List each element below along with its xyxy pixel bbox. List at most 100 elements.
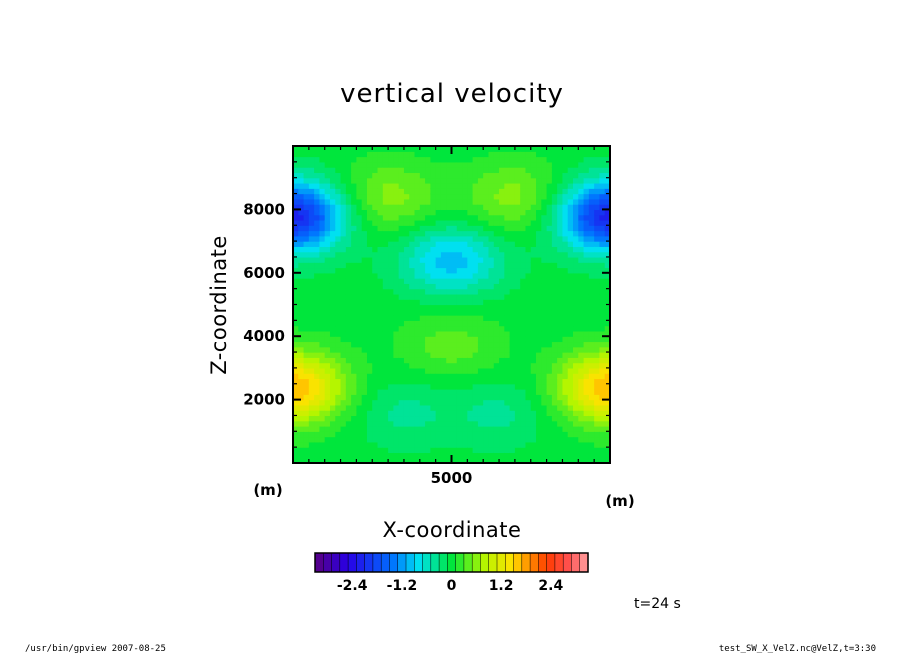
heatmap-cell [536, 362, 542, 369]
heatmap-cell [557, 204, 564, 210]
heatmap-cell [366, 336, 373, 343]
heatmap-cell [324, 251, 331, 258]
heatmap-cell [351, 188, 357, 195]
heatmap-cell [557, 315, 564, 321]
heatmap-cell [293, 362, 299, 369]
heatmap-cell [488, 373, 495, 380]
heatmap-cell [440, 246, 447, 253]
heatmap-cell [456, 357, 463, 364]
heatmap-cell [525, 219, 532, 226]
heatmap-cell [594, 146, 601, 152]
heatmap-cell [604, 320, 610, 327]
heatmap-cell [462, 262, 468, 269]
heatmap-cell [366, 299, 373, 306]
heatmap-cell [499, 219, 505, 226]
heatmap-cell [536, 214, 542, 221]
heatmap-cell [356, 156, 363, 163]
heatmap-cell [567, 452, 574, 459]
heatmap-cell [414, 341, 421, 348]
heatmap-cell [435, 309, 442, 316]
heatmap-cell [462, 378, 468, 385]
heatmap-cell [462, 394, 468, 401]
heatmap-cell [541, 172, 548, 179]
heatmap-cell [462, 256, 468, 263]
heatmap-cell [557, 219, 564, 226]
heatmap-cell [398, 193, 405, 200]
heatmap-cell [393, 304, 400, 311]
heatmap-cell [393, 352, 400, 358]
heatmap-cell [308, 346, 315, 353]
heatmap-cell [551, 293, 558, 300]
heatmap-cell [335, 457, 342, 463]
heatmap-cell [398, 441, 405, 448]
heatmap-cell [340, 278, 347, 284]
heatmap-cell [530, 161, 537, 168]
heatmap-cell [335, 431, 342, 438]
heatmap-cell [425, 230, 431, 237]
heatmap-cell [493, 415, 500, 422]
heatmap-cell [504, 177, 511, 184]
heatmap-cell [403, 394, 410, 401]
heatmap-cell [356, 235, 363, 242]
heatmap-cell [594, 315, 601, 321]
heatmap-cell [451, 214, 458, 221]
heatmap-cell [414, 262, 421, 269]
heatmap-cell [419, 378, 426, 385]
heatmap-cell [377, 204, 384, 210]
heatmap-cell [456, 330, 463, 337]
heatmap-cell [388, 447, 394, 454]
heatmap-cell [588, 309, 595, 316]
heatmap-cell [594, 389, 601, 395]
heatmap-cell [509, 431, 516, 438]
heatmap-cell [599, 389, 606, 395]
heatmap-cell [504, 378, 511, 385]
heatmap-cell [293, 441, 299, 448]
heatmap-cell [377, 241, 384, 247]
heatmap-cell [509, 167, 516, 174]
heatmap-cell [372, 283, 379, 290]
heatmap-cell [351, 431, 357, 438]
heatmap-cell [398, 204, 405, 210]
heatmap-cell [293, 320, 299, 327]
heatmap-cell [308, 251, 315, 258]
heatmap-cell [409, 193, 416, 200]
heatmap-cell [573, 389, 579, 395]
heatmap-cell [372, 182, 379, 189]
heatmap-cell [356, 404, 363, 411]
heatmap-cell [319, 256, 326, 263]
heatmap-cell [599, 383, 606, 390]
heatmap-cell [425, 235, 431, 242]
heatmap-cell [599, 188, 606, 195]
heatmap-cell [551, 373, 558, 380]
heatmap-cell [462, 246, 468, 253]
heatmap-cell [409, 219, 416, 226]
heatmap-cell [372, 256, 379, 263]
heatmap-cell [425, 193, 431, 200]
heatmap-cell [530, 219, 537, 226]
heatmap-cell [351, 309, 357, 316]
heatmap-cell [467, 246, 474, 253]
heatmap-cell [567, 278, 574, 284]
heatmap-cell [388, 293, 394, 300]
heatmap-cell [578, 214, 585, 221]
heatmap-cell [525, 325, 532, 332]
heatmap-cell [573, 404, 579, 411]
heatmap-cell [493, 161, 500, 168]
heatmap-cell [541, 288, 548, 295]
heatmap-cell [509, 357, 516, 364]
heatmap-cell [504, 315, 511, 321]
heatmap-cell [351, 235, 357, 242]
heatmap-cell [446, 167, 453, 174]
heatmap-cell [351, 452, 357, 459]
heatmap-cell [329, 219, 336, 226]
heatmap-cell [340, 420, 347, 427]
heatmap-cell [446, 452, 453, 459]
heatmap-cell [599, 151, 606, 158]
heatmap-cell [525, 267, 532, 274]
heatmap-cell [398, 293, 405, 300]
heatmap-cell [488, 177, 495, 184]
heatmap-cell [456, 182, 463, 189]
heatmap-cell [356, 352, 363, 358]
heatmap-cell [567, 415, 574, 422]
heatmap-cell [361, 415, 368, 422]
